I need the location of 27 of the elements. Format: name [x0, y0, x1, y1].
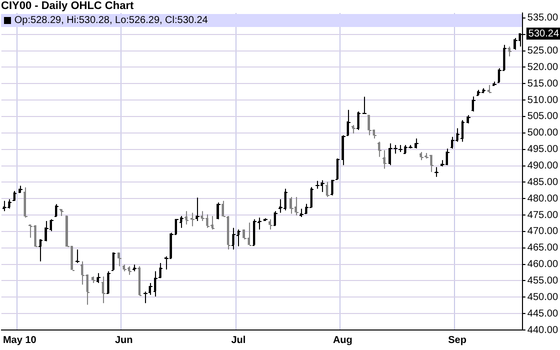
y-tick-label: 495.00 — [527, 144, 558, 156]
y-tick-label: 515.00 — [527, 78, 558, 90]
x-tick-label: Aug — [332, 334, 352, 346]
y-tick-label: 510.00 — [527, 94, 558, 106]
y-tick-label: 465.00 — [527, 242, 558, 254]
x-tick-label: Jul — [231, 334, 246, 346]
x-tick-label: Jun — [114, 334, 133, 346]
y-tick-label: 490.00 — [527, 160, 558, 172]
annotation: Op:528.29, Hi:530.28, Lo:526.29, Cl:530.24 — [14, 14, 208, 26]
y-tick-label: 460.00 — [527, 259, 558, 270]
y-tick-label: 525.00 — [527, 46, 558, 57]
y-tick-label: 480.00 — [527, 193, 558, 204]
y-tick-label: 485.00 — [527, 176, 558, 188]
y-tick-label: 505.00 — [527, 111, 558, 122]
x-tick-label: Sep — [448, 334, 466, 346]
y-tick-label: 500.00 — [527, 128, 558, 139]
y-tick-label: 470.00 — [527, 226, 558, 238]
y-tick-label: 445.00 — [527, 308, 558, 320]
y-tick-label: 450.00 — [527, 292, 558, 303]
y-tick-label: 520.00 — [527, 62, 558, 73]
x-tick-label: May 10 — [2, 334, 37, 346]
y-tick-label: 455.00 — [527, 275, 558, 286]
y-tick-label: 475.00 — [527, 210, 558, 221]
y-tick-label: 440.00 — [527, 324, 558, 336]
chart-title: CIY00 - Daily OHLC Chart — [1, 0, 134, 12]
y-tick-label: 535.00 — [527, 12, 558, 24]
text: 530.24 — [528, 28, 560, 40]
